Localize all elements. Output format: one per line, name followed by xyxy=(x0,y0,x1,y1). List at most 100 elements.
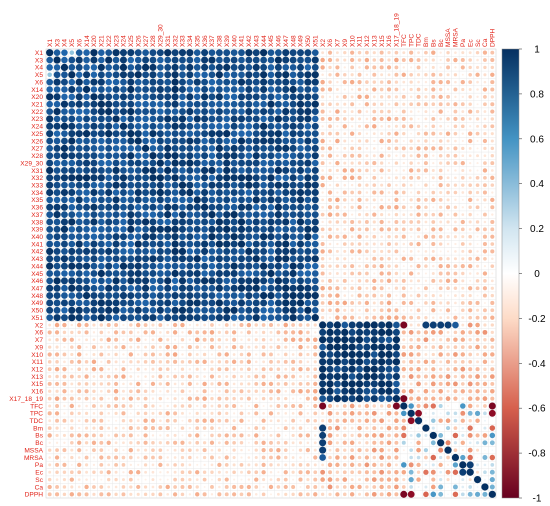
corr-cell-X47-X40 xyxy=(230,284,238,292)
corr-cell-X27-X41 xyxy=(238,144,245,152)
corr-cell-X13-X12 xyxy=(363,372,371,381)
corr-cell-X46-X11 xyxy=(357,279,362,283)
corr-cell-X17_18_19-X5 xyxy=(69,396,74,401)
corr-cell-X38-Bs xyxy=(431,220,436,224)
corr-cell-X14-Bc xyxy=(438,87,443,92)
corr-cell-Pa-Bm xyxy=(424,463,428,467)
corr-cell-X44-X47 xyxy=(282,262,289,270)
corr-cell-X20-X40 xyxy=(230,93,238,101)
corr-cell-X46-X14 xyxy=(83,277,90,285)
corr-cell-X20-X27 xyxy=(142,93,149,101)
corr-cell-X49-X51 xyxy=(311,299,319,307)
corr-cell-X6-X50 xyxy=(306,330,310,335)
corr-cell-X46-X37 xyxy=(208,277,216,285)
corr-cell-X45-X26 xyxy=(134,269,142,278)
corr-cell-X5-X36 xyxy=(201,71,208,79)
corr-cell-X37-X25 xyxy=(127,211,135,219)
corr-cell-X50-Pa xyxy=(461,308,465,313)
corr-cell-MRSA-X24 xyxy=(121,455,126,460)
column-label: X10 xyxy=(349,35,356,47)
corr-cell-X41-TDC xyxy=(416,241,421,247)
corr-cell-X10-TPC xyxy=(408,352,414,357)
corr-cell-X27-X10 xyxy=(350,146,355,151)
corr-cell-TDC-Bs xyxy=(431,418,436,423)
corr-cell-X34-X27 xyxy=(142,189,150,196)
corr-cell-X31-X17_18_19 xyxy=(395,169,398,172)
corr-cell-TPC-X28 xyxy=(151,411,155,415)
corr-cell-X36-X6 xyxy=(327,205,333,210)
corr-cell-X24-X13 xyxy=(372,124,377,129)
corr-cell-X33-X17_18_19 xyxy=(395,183,398,187)
corr-cell-X11-X12 xyxy=(363,358,371,366)
corr-cell-MRSA-X3 xyxy=(54,455,60,460)
corr-cell-X14-X3 xyxy=(53,86,61,93)
column-label: TDC xyxy=(416,33,423,47)
corr-cell-X10-Ec xyxy=(468,352,473,357)
corr-cell-X12-MRSA xyxy=(453,367,458,372)
corr-cell-X45-X35 xyxy=(193,269,201,278)
corr-cell-X42-Ec xyxy=(468,249,473,254)
corr-cell-X29_30-X22 xyxy=(105,159,112,167)
corr-cell-X46-X7 xyxy=(335,279,339,283)
corr-cell-X35-X34 xyxy=(186,196,194,204)
corr-cell-X36-X2 xyxy=(321,205,325,209)
corr-cell-X6-TFC xyxy=(401,330,406,335)
column-label: Bs xyxy=(430,39,437,47)
corr-cell-X50-X16 xyxy=(386,308,392,313)
corr-cell-X40-Bc xyxy=(438,234,443,239)
corr-cell-DPPH-X40 xyxy=(232,492,237,497)
corr-cell-X22-TDC xyxy=(417,110,420,113)
corr-cell-X39-X4 xyxy=(60,225,69,233)
corr-cell-X45-Bm xyxy=(424,272,427,275)
corr-cell-X47-X15 xyxy=(379,286,384,291)
corr-cell-X25-X26 xyxy=(134,130,142,138)
corr-cell-X31-X14 xyxy=(83,167,91,174)
corr-cell-X33-Bm xyxy=(424,183,428,187)
corr-cell-X50-Bm xyxy=(424,309,427,312)
corr-cell-X50-MSSA xyxy=(445,308,451,313)
corr-cell-X22-X39 xyxy=(223,108,231,115)
corr-cell-Ec-X42 xyxy=(247,470,251,475)
corr-cell-X43-X17_18_19 xyxy=(395,257,398,261)
corr-cell-X24-X4 xyxy=(60,122,69,130)
corr-cell-X29_30-X1 xyxy=(46,159,54,167)
corr-cell-X38-X7 xyxy=(335,220,340,224)
corr-cell-X33-MSSA xyxy=(446,183,450,187)
corr-cell-X51-Bm xyxy=(424,315,428,320)
corr-cell-Ca-X21 xyxy=(99,485,104,489)
corr-cell-X40-X33 xyxy=(179,233,186,241)
corr-cell-Bs-X50 xyxy=(305,433,311,438)
corr-cell-X33-X38 xyxy=(215,181,223,189)
corr-cell-X39-X42 xyxy=(245,225,253,233)
corr-cell-Bm-X22 xyxy=(107,426,111,430)
corr-cell-DPPH-X1 xyxy=(47,492,52,497)
corr-cell-X44-X35 xyxy=(193,262,201,270)
corr-cell-X26-X41 xyxy=(237,137,246,145)
corr-cell-X15-X12 xyxy=(363,380,371,388)
corr-cell-TDC-MSSA xyxy=(445,418,451,424)
corr-cell-X17_18_19-X38 xyxy=(217,396,222,401)
corr-cell-X14-Bm xyxy=(424,87,428,92)
corr-cell-Bc-X35 xyxy=(195,440,200,445)
corr-cell-X9-X11 xyxy=(356,343,363,351)
corr-cell-X31-TPC xyxy=(408,168,414,173)
corr-cell-X34-X38 xyxy=(215,189,223,196)
corr-cell-X12-X23 xyxy=(114,367,118,371)
corr-cell-X40-X27 xyxy=(142,233,150,241)
corr-cell-X7-X3 xyxy=(55,337,59,342)
corr-cell-X5-X2 xyxy=(321,73,324,77)
corr-cell-X12-X37 xyxy=(210,367,214,371)
corr-cell-X11-X51 xyxy=(313,360,317,364)
corr-cell-X45-Bc xyxy=(438,271,443,276)
corr-cell-X27-X34 xyxy=(186,144,194,152)
corr-cell-X11-Ca xyxy=(482,359,488,365)
corr-cell-TDC-MRSA xyxy=(453,418,458,423)
corr-cell-X6-X22 xyxy=(107,331,110,334)
corr-cell-X29_30-X3 xyxy=(53,159,61,167)
corr-cell-DPPH-X38 xyxy=(217,492,222,497)
corr-cell-X6-X24 xyxy=(121,330,126,335)
corr-cell-X36-X25 xyxy=(127,203,135,211)
corr-cell-X36-X45 xyxy=(267,204,275,211)
corr-cell-X12-X20 xyxy=(91,366,97,372)
corr-cell-X17_18_19-X29_30 xyxy=(158,396,163,401)
